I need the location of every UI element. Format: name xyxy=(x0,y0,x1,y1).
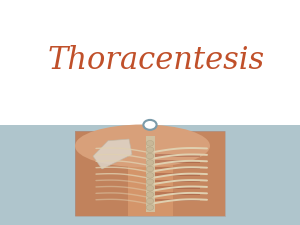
Circle shape xyxy=(146,140,154,146)
Circle shape xyxy=(146,205,154,210)
Bar xyxy=(146,137,154,212)
Circle shape xyxy=(146,166,154,172)
Circle shape xyxy=(146,192,154,198)
Circle shape xyxy=(146,147,154,153)
Bar xyxy=(154,186,200,189)
Ellipse shape xyxy=(75,124,210,167)
Bar xyxy=(154,160,200,163)
Bar xyxy=(75,130,128,216)
Circle shape xyxy=(146,173,154,178)
Bar xyxy=(154,199,200,201)
Circle shape xyxy=(146,179,154,184)
Text: Thoracentesis: Thoracentesis xyxy=(47,45,265,76)
Bar xyxy=(0,125,300,225)
Polygon shape xyxy=(93,139,132,169)
Circle shape xyxy=(143,120,157,130)
Circle shape xyxy=(146,185,154,191)
Bar xyxy=(172,130,225,216)
Circle shape xyxy=(146,160,154,165)
Circle shape xyxy=(146,198,154,204)
Bar xyxy=(154,193,200,195)
Bar xyxy=(154,180,200,182)
Bar xyxy=(0,0,300,125)
Bar xyxy=(154,173,200,176)
Bar xyxy=(154,167,200,169)
Circle shape xyxy=(146,153,154,159)
Bar xyxy=(154,154,200,157)
Bar xyxy=(75,130,225,216)
Bar xyxy=(0,213,300,225)
